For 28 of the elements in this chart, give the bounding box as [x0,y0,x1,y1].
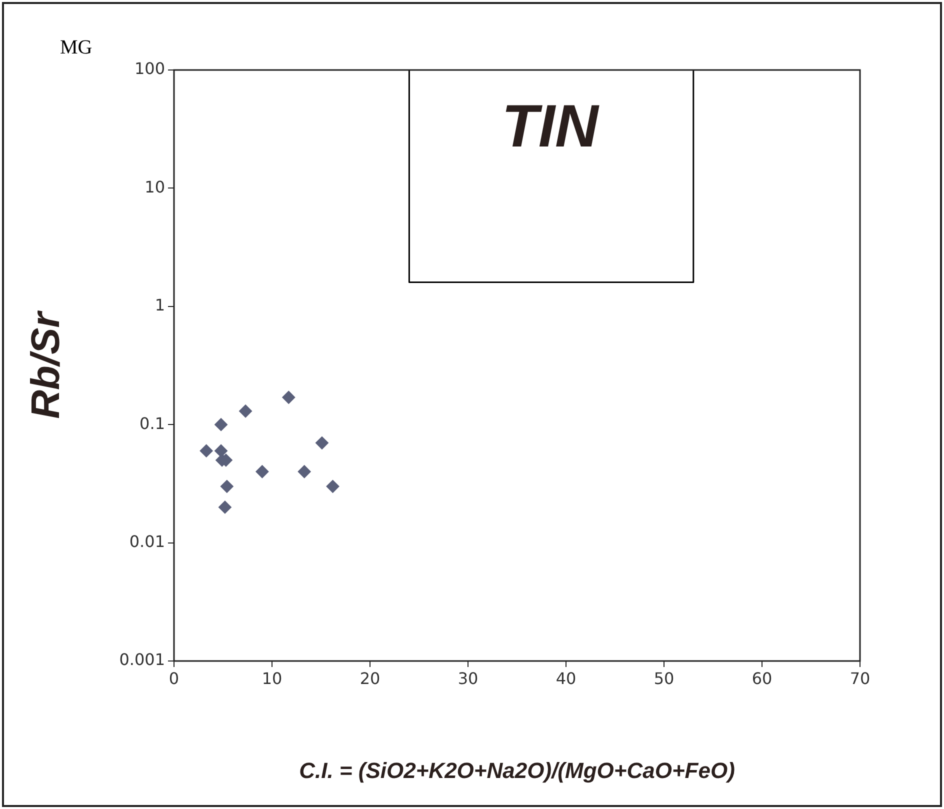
text: MG [60,36,92,58]
point [256,465,269,478]
x-tick-label: 10 [262,668,282,688]
y-tick-label: 0.1 [140,414,165,433]
y-tick-label: 0.001 [119,650,165,670]
x-tick-label: 50 [654,668,674,688]
point [220,480,234,493]
point [298,465,311,478]
x-tick-label: 60 [752,668,772,688]
point [326,480,340,493]
point [239,404,252,418]
x-tick-label: 40 [556,668,576,688]
y-axis-title: Rb/Sr [24,310,68,419]
point [282,390,296,404]
x-axis-title: C.I. = (SiO2+K2O+Na2O)/(MgO+CaO+FeO) [299,758,735,783]
annotation: TIN [502,92,600,160]
y-tick-label: 100 [134,59,165,78]
x-tick-label: 70 [850,668,870,688]
y-tick-label: 0.01 [129,532,165,551]
point [200,444,213,458]
point [218,500,232,514]
x-tick-label: 0 [168,668,180,688]
point [315,436,328,450]
x-tick-label: 20 [360,668,380,688]
y-tick-label: 1 [154,296,165,315]
point [214,418,228,432]
x-tick-label: 30 [458,668,478,688]
y-tick-label: 10 [144,177,165,196]
